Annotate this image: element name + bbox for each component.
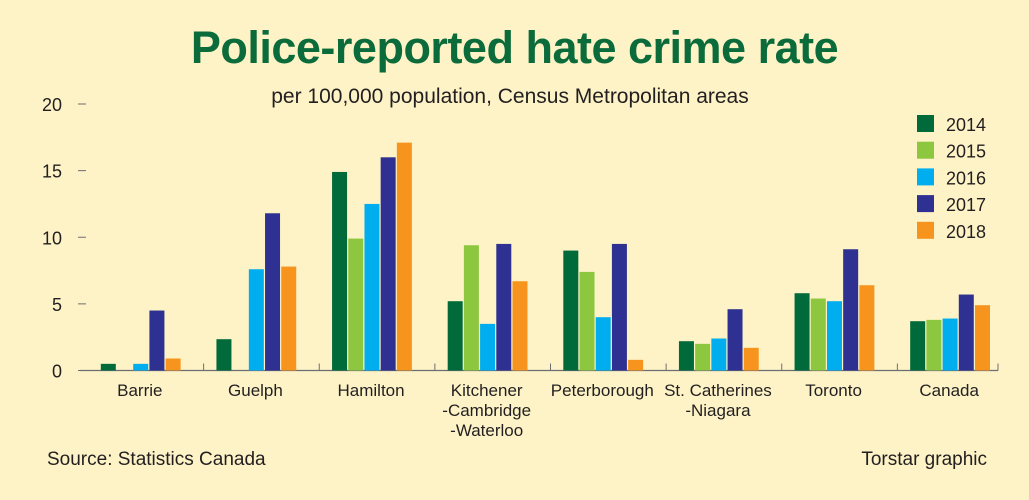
legend-label: 2018	[946, 222, 986, 242]
bar-2015-peterborough	[579, 271, 595, 371]
x-tick-label-line: -Niagara	[685, 401, 751, 420]
bar-2015-toronto	[810, 298, 826, 371]
legend-swatch	[917, 115, 934, 132]
x-tick-label: Hamilton	[338, 381, 405, 400]
bar-2014-peterborough	[563, 250, 579, 371]
x-tick-label: Kitchener -Cambridge -Waterloo	[442, 381, 531, 440]
x-tick-label: Canada	[919, 381, 979, 400]
x-tick-label-line: Peterborough	[551, 381, 654, 400]
bar-2015-canada	[926, 319, 942, 371]
bar-2017-st-catherines	[727, 309, 743, 371]
bar-2017-peterborough	[611, 243, 627, 371]
source-note: Source: Statistics Canada	[47, 449, 266, 470]
bar-2018-guelph	[281, 266, 297, 371]
bar-2016-barrie	[133, 363, 149, 371]
bar-2014-canada	[910, 321, 926, 371]
y-tick-label: 5	[52, 295, 62, 315]
bar-2016-canada	[942, 318, 958, 371]
y-tick-label: 15	[42, 162, 62, 182]
legend-swatch	[917, 168, 934, 186]
chart-subtitle: per 100,000 population, Census Metropoli…	[271, 85, 749, 108]
bar-2018-barrie	[165, 358, 181, 371]
x-tick-label-line: St. Catherines	[664, 381, 772, 400]
x-tick-label-line: Hamilton	[338, 381, 405, 400]
bar-2018-hamilton	[396, 142, 412, 371]
bar-2017-guelph	[265, 213, 281, 371]
bar-2017-hamilton	[380, 157, 396, 371]
bar-2018-peterborough	[628, 359, 644, 371]
bar-2014-kitchener	[447, 301, 463, 371]
x-tick-label: Toronto	[805, 381, 862, 400]
bar-2017-toronto	[843, 249, 859, 371]
bar-2018-canada	[974, 305, 990, 371]
x-tick-label-line: Canada	[919, 381, 979, 400]
bar-2017-barrie	[149, 310, 165, 371]
bar-2016-peterborough	[595, 317, 611, 371]
x-tick-label-line: -Cambridge	[442, 401, 531, 420]
bar-2016-guelph	[248, 269, 264, 371]
x-tick-label: St. Catherines -Niagara	[664, 381, 772, 420]
bar-2018-st-catherines	[743, 347, 759, 371]
bar-2015-st-catherines	[695, 343, 711, 371]
legend-swatch	[917, 195, 934, 213]
y-tick-label: 20	[42, 95, 62, 115]
bar-2016-st-catherines	[711, 338, 727, 371]
bar-2015-hamilton	[348, 238, 364, 371]
legend-swatch	[917, 221, 934, 239]
x-tick-label: Guelph	[228, 381, 283, 400]
x-tick-label: Barrie	[117, 381, 162, 400]
legend-label: 2017	[946, 195, 986, 215]
bar-2016-hamilton	[364, 203, 380, 371]
bar-2016-toronto	[826, 301, 842, 371]
x-tick-label-line: Kitchener	[451, 381, 523, 400]
y-tick-label: 0	[52, 362, 62, 382]
legend-label: 2015	[946, 142, 986, 162]
bar-2014-guelph	[216, 339, 232, 371]
x-tick-label-line: Guelph	[228, 381, 283, 400]
x-tick-label-line: Barrie	[117, 381, 162, 400]
y-tick-label: 10	[42, 228, 62, 248]
bar-2017-kitchener	[496, 243, 512, 371]
bar-2017-canada	[958, 294, 974, 371]
bar-2014-st-catherines	[678, 341, 694, 371]
x-tick-label: Peterborough	[551, 381, 654, 400]
bar-2014-hamilton	[332, 171, 348, 371]
bar-2016-kitchener	[480, 323, 496, 371]
legend-label: 2014	[946, 115, 986, 135]
chart-title: Police-reported hate crime rate	[190, 22, 839, 73]
bar-2014-toronto	[794, 293, 810, 371]
bar-2018-toronto	[859, 285, 875, 371]
bar-2018-kitchener	[512, 281, 528, 371]
legend-label: 2016	[946, 168, 986, 188]
credit-note: Torstar graphic	[861, 449, 987, 470]
bar-2014-barrie	[100, 363, 116, 371]
x-tick-label-line: Toronto	[805, 381, 862, 400]
legend-swatch	[917, 141, 934, 159]
x-tick-label-line: -Waterloo	[450, 421, 523, 440]
bar-2015-kitchener	[463, 245, 479, 371]
